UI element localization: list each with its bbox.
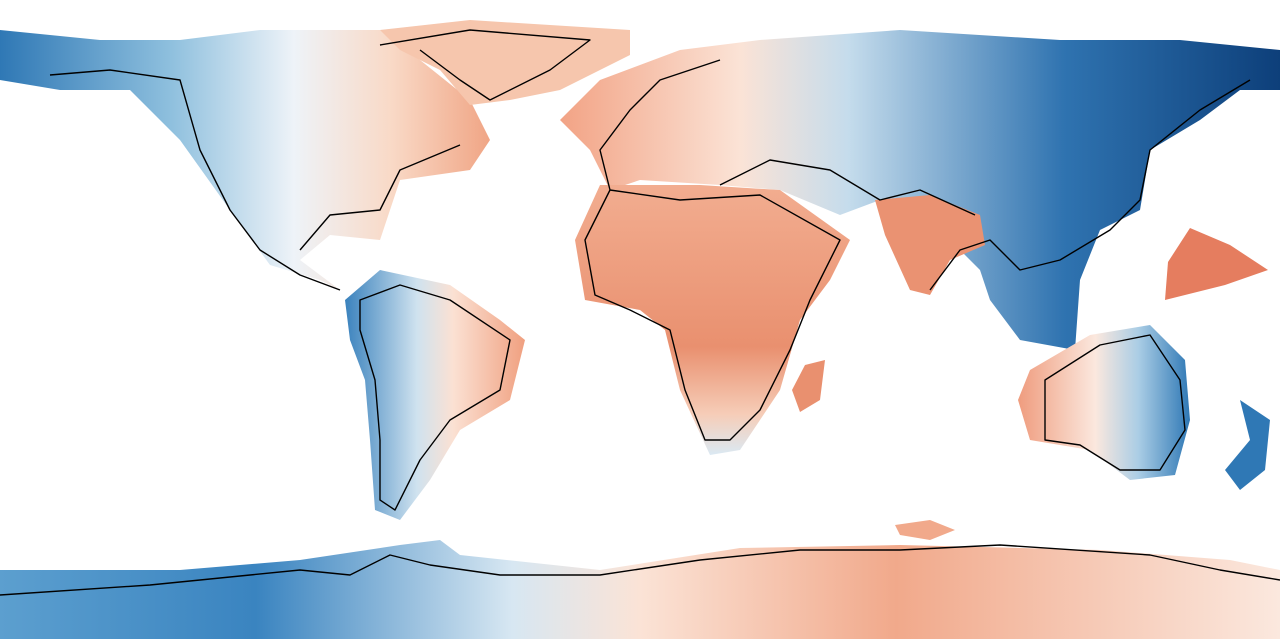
north-america [0,30,490,290]
south-america [345,270,525,520]
pacific-region [1165,228,1268,300]
antarctica [0,540,1280,639]
coastline [0,544,1280,596]
coastline [359,284,511,511]
new-zealand [1225,400,1270,490]
coastline [584,59,1251,441]
coastline [49,29,591,291]
africa [575,185,850,455]
madagascar [792,360,825,412]
india [875,195,985,295]
coastline [1044,334,1186,471]
greenland [380,20,630,105]
australia [1018,325,1190,480]
antarctic-peninsula [895,520,955,540]
